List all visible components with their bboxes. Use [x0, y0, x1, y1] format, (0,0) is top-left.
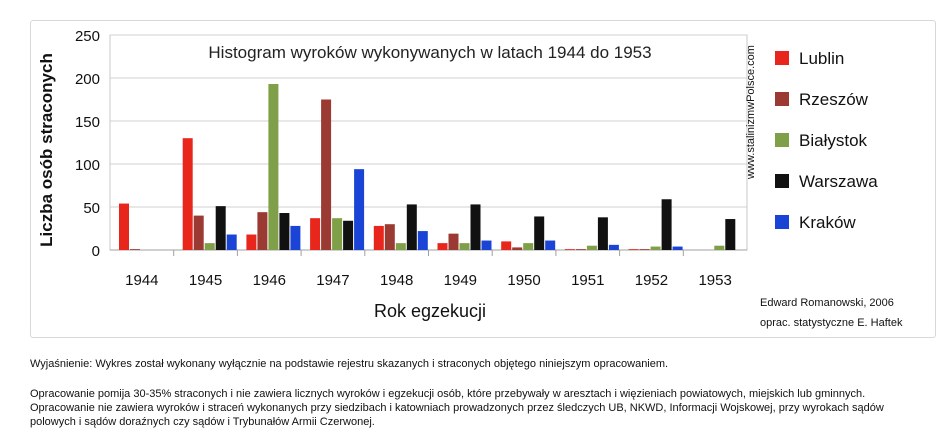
bar-warszawa-1949: [470, 204, 481, 250]
bar-warszawa-1953: [725, 219, 736, 250]
bar-rzeszw-1946: [257, 212, 268, 250]
bar-rzeszw-1948: [384, 224, 395, 250]
bar-warszawa-1947: [343, 220, 354, 250]
bar-biaystok-1945: [204, 243, 215, 250]
bar-rzeszw-1947: [321, 99, 332, 250]
x-axis-label: Rok egzekucji: [374, 301, 486, 321]
bar-biaystok-1952: [650, 246, 661, 250]
bar-warszawa-1945: [215, 206, 226, 250]
bar-lublin-1952: [628, 249, 639, 250]
x-tick-label: 1949: [444, 272, 477, 289]
bar-lublin-1949: [437, 243, 448, 250]
chart-title: Histogram wyroków wykonywanych w latach …: [208, 43, 651, 62]
legend-label: Lublin: [799, 49, 844, 68]
bar-biaystok-1950: [523, 243, 534, 250]
y-tick-label: 0: [92, 243, 100, 260]
bar-biaystok-1949: [459, 243, 470, 250]
bar-krakw-1948: [417, 231, 428, 250]
bar-biaystok-1948: [395, 243, 406, 250]
bar-rzeszw-1944: [130, 249, 140, 250]
legend-swatch: [775, 92, 789, 106]
x-tick-label: 1953: [698, 272, 731, 289]
bar-warszawa-1946: [279, 213, 290, 250]
bar-lublin-1948: [373, 225, 384, 250]
x-tick-label: 1952: [635, 272, 668, 289]
y-tick-label: 200: [75, 71, 100, 88]
x-tick-label: 1951: [571, 272, 604, 289]
bar-lublin-1950: [501, 241, 512, 250]
bar-warszawa-1950: [534, 216, 545, 250]
x-tick-label: 1946: [253, 272, 286, 289]
bar-warszawa-1951: [597, 217, 608, 250]
bar-krakw-1951: [608, 244, 619, 250]
bar-rzeszw-1945: [193, 215, 204, 250]
watermark: www.stalinizmwPolsce.com: [745, 45, 757, 180]
bar-rzeszw-1951: [575, 249, 586, 250]
note-explanation: Wyjaśnienie: Wykres został wykonany wyłą…: [30, 358, 669, 370]
bar-lublin-1946: [246, 234, 257, 250]
legend-swatch: [775, 51, 789, 65]
bar-warszawa-1952: [661, 199, 672, 250]
bar-rzeszw-1952: [639, 249, 650, 250]
bar-krakw-1950: [545, 240, 556, 250]
bar-biaystok-1951: [586, 245, 597, 250]
bar-krakw-1947: [354, 169, 365, 250]
bar-biaystok-1946: [268, 84, 279, 251]
bar-krakw-1945: [226, 234, 237, 250]
bar-krakw-1946: [290, 225, 301, 250]
x-tick-label: 1945: [189, 272, 222, 289]
histogram-chart: 0 50 100 150 200 250 1944 1945 1946 1947 1948 1949…: [37, 28, 903, 329]
bar-warszawa-1948: [406, 204, 417, 250]
credit-stats: oprac. statystyczne E. Haftek: [760, 317, 903, 329]
bar-lublin-1947: [310, 218, 321, 250]
x-tick-label: 1944: [125, 272, 158, 289]
y-tick-label: 150: [75, 114, 100, 131]
x-tick-label: 1950: [507, 272, 540, 289]
y-tick-label: 100: [75, 157, 100, 174]
y-axis-label: Liczba osób straconych: [37, 53, 56, 247]
bar-lublin-1945: [182, 138, 193, 250]
bar-biaystok-1953: [714, 245, 725, 250]
legend-swatch: [775, 215, 789, 229]
legend-swatch: [775, 174, 789, 188]
legend-label: Białystok: [799, 131, 868, 150]
y-tick-label: 250: [75, 28, 100, 45]
bar-lublin-1944: [119, 203, 129, 250]
note-details: Opracowanie pomija 30-35% straconych i n…: [30, 388, 884, 428]
legend-label: Warszawa: [799, 172, 878, 191]
bar-krakw-1952: [672, 246, 683, 250]
bar-krakw-1949: [481, 240, 492, 250]
plot-area: [109, 34, 748, 251]
legend-label: Rzeszów: [799, 90, 869, 109]
bar-biaystok-1947: [332, 218, 343, 250]
x-tick-label: 1947: [316, 272, 349, 289]
bar-rzeszw-1950: [512, 247, 523, 250]
bar-lublin-1951: [564, 249, 575, 250]
x-tick-label: 1948: [380, 272, 413, 289]
legend-swatch: [775, 133, 789, 147]
bar-rzeszw-1949: [448, 233, 459, 250]
y-tick-label: 50: [83, 200, 100, 217]
credit-author: Edward Romanowski, 2006: [760, 297, 894, 309]
legend-label: Kraków: [799, 213, 856, 232]
